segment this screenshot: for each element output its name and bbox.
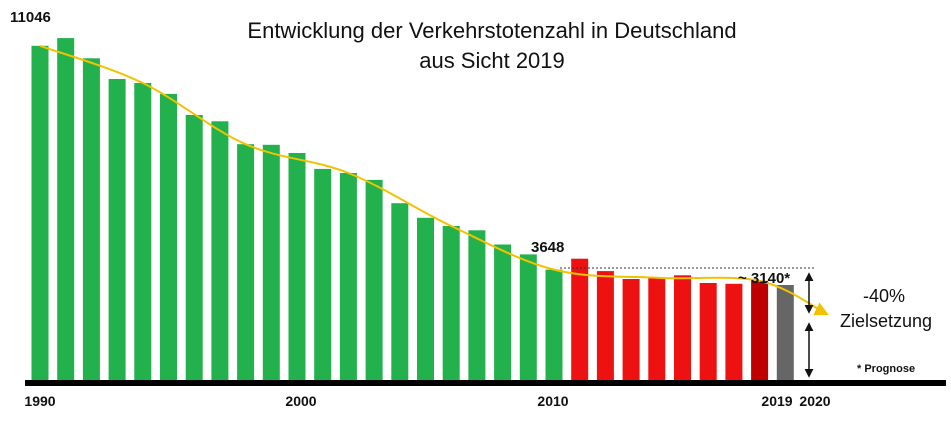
x-tick-1990: 1990 xyxy=(24,393,55,409)
bar-1992 xyxy=(82,58,100,381)
bar-1997 xyxy=(211,121,229,381)
bar-2014 xyxy=(648,277,666,380)
label-2010-value: 3648 xyxy=(531,239,564,256)
label-start-value: 11046 xyxy=(10,9,51,26)
bar-2010 xyxy=(545,269,563,380)
bar-2004 xyxy=(391,203,409,380)
bar-2001 xyxy=(314,168,332,380)
x-tick-2000: 2000 xyxy=(285,393,316,409)
bar-2017 xyxy=(725,283,743,380)
bar-2007 xyxy=(468,230,486,380)
x-tick-2020: 2020 xyxy=(799,393,830,409)
bar-2019 xyxy=(776,285,794,380)
bar-2016 xyxy=(699,283,717,380)
bar-2013 xyxy=(622,279,640,380)
bar-1995 xyxy=(160,93,177,381)
bar-2018 xyxy=(751,280,769,380)
bar-2015 xyxy=(674,275,691,380)
chart-title-line2: aus Sicht 2019 xyxy=(419,48,565,73)
bar-2002 xyxy=(339,173,357,380)
bars-group xyxy=(31,38,794,381)
bar-1991 xyxy=(57,38,75,380)
bar-2006 xyxy=(442,226,460,380)
label-goal: Zielsetzung xyxy=(840,311,932,331)
bar-2012 xyxy=(596,271,614,380)
bar-2000 xyxy=(288,153,306,380)
x-tick-2010: 2010 xyxy=(537,393,568,409)
trend-line xyxy=(39,44,829,316)
bar-2008 xyxy=(494,244,512,380)
bar-1996 xyxy=(185,115,203,380)
label-2019-value: ~ 3140* xyxy=(738,270,790,287)
bar-2005 xyxy=(417,217,434,380)
bar-1993 xyxy=(108,79,126,380)
label-reduction: -40% xyxy=(863,286,905,306)
bar-1998 xyxy=(237,144,255,380)
bar-1990 xyxy=(31,45,49,381)
chart-title-line1: Entwicklung der Verkehrstotenzahl in Deu… xyxy=(247,18,736,43)
bar-2011 xyxy=(571,258,589,380)
bar-1994 xyxy=(134,83,152,380)
x-tick-2019: 2019 xyxy=(761,393,792,409)
bar-1999 xyxy=(262,144,280,380)
bar-2009 xyxy=(519,254,537,380)
bar-2003 xyxy=(365,179,383,380)
label-footnote: * Prognose xyxy=(857,363,915,375)
